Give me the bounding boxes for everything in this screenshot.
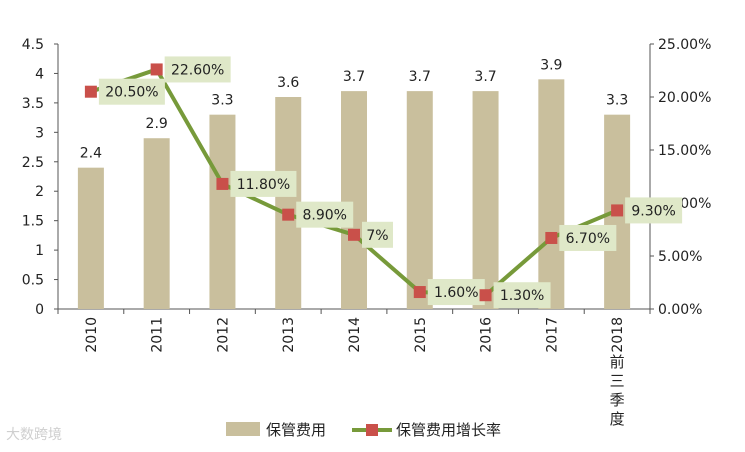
bar [341, 91, 367, 309]
line-value-label: 8.90% [302, 208, 346, 224]
legend-swatch-bar [226, 422, 260, 436]
bar-value-label: 3.7 [474, 69, 496, 85]
line-label-box [559, 224, 617, 251]
bar-value-label: 2.4 [80, 146, 102, 162]
bar-value-label: 3.6 [277, 75, 299, 91]
bar-value-label: 3.7 [343, 69, 365, 85]
y-left-tick-label: 3 [35, 125, 44, 141]
line-value-label: 1.30% [500, 288, 544, 304]
line-value-label: 7% [366, 228, 388, 244]
x-tick-label: 2015 [413, 317, 429, 353]
y-left-tick-label: 1.5 [22, 214, 44, 230]
y-left-tick-label: 4 [35, 66, 44, 82]
line-value-label: 1.60% [434, 285, 478, 301]
line-marker [216, 177, 229, 190]
line-label-box [493, 282, 551, 309]
x-tick-label-char: 度 [610, 410, 625, 428]
line-value-label: 11.80% [237, 177, 290, 193]
line-value-label: 9.30% [631, 203, 675, 219]
x-tick-label: 2013 [281, 317, 297, 353]
line-label-box [427, 279, 485, 306]
line-marker [479, 289, 492, 302]
y-left-tick-label: 1 [35, 243, 44, 259]
bar [77, 167, 104, 309]
line-marker [282, 208, 295, 221]
bar [538, 79, 565, 309]
line-value-label: 6.70% [566, 231, 610, 247]
line-value-label: 20.50% [105, 85, 158, 101]
bar [472, 91, 499, 309]
line-marker [150, 63, 163, 76]
line-marker [611, 204, 624, 217]
x-tick-label-char: 三 [610, 372, 625, 390]
y-right-tick-label: 15.00% [658, 143, 711, 159]
legend-label-line: 保管费用增长率 [396, 421, 501, 439]
bar-value-label: 3.9 [540, 57, 562, 73]
x-tick-label: 2010 [84, 317, 100, 353]
bar [209, 114, 236, 310]
bar-value-label: 3.3 [606, 93, 628, 109]
y-right-tick-label: 5.00% [658, 249, 702, 265]
x-tick-label-char: 季 [610, 391, 625, 409]
x-tick-label-char: 前 [610, 353, 625, 371]
legend-label-bar: 保管费用 [266, 421, 326, 439]
bar-value-label: 2.9 [146, 116, 168, 132]
x-tick-label: 2018 [610, 317, 626, 353]
y-right-tick-label: 0.00% [658, 302, 702, 318]
line-marker [84, 85, 97, 98]
y-left-tick-label: 3.5 [22, 96, 44, 112]
x-tick-label: 2016 [479, 317, 495, 353]
line-label-box [625, 197, 683, 224]
line-marker [348, 228, 360, 241]
y-left-tick-label: 2 [35, 184, 44, 200]
line-label-box [362, 221, 393, 248]
bar-value-label: 3.7 [409, 69, 431, 85]
x-tick-label: 2012 [215, 317, 231, 353]
x-tick-label: 2011 [150, 317, 166, 353]
legend-swatch-marker [366, 424, 378, 436]
x-tick-label: 2017 [544, 317, 560, 353]
y-left-tick-label: 0.5 [22, 273, 44, 289]
watermark: 大数跨境 [6, 427, 62, 443]
y-left-tick-label: 4.5 [22, 37, 44, 53]
y-right-tick-label: 20.00% [658, 90, 711, 106]
bar-value-label: 3.3 [211, 93, 233, 109]
line-value-label: 22.60% [171, 62, 224, 78]
y-right-tick-label: 25.00% [658, 37, 711, 53]
line-label-box [164, 56, 231, 83]
y-left-tick-label: 0 [35, 302, 44, 318]
bar [143, 138, 170, 309]
bar [406, 91, 433, 309]
line-label-box [296, 201, 354, 228]
x-tick-label: 2014 [347, 317, 363, 353]
line-label-box [98, 78, 165, 105]
line-label-box [230, 170, 297, 197]
line-marker [545, 231, 558, 244]
y-left-tick-label: 2.5 [22, 155, 44, 171]
line-marker [413, 286, 426, 299]
